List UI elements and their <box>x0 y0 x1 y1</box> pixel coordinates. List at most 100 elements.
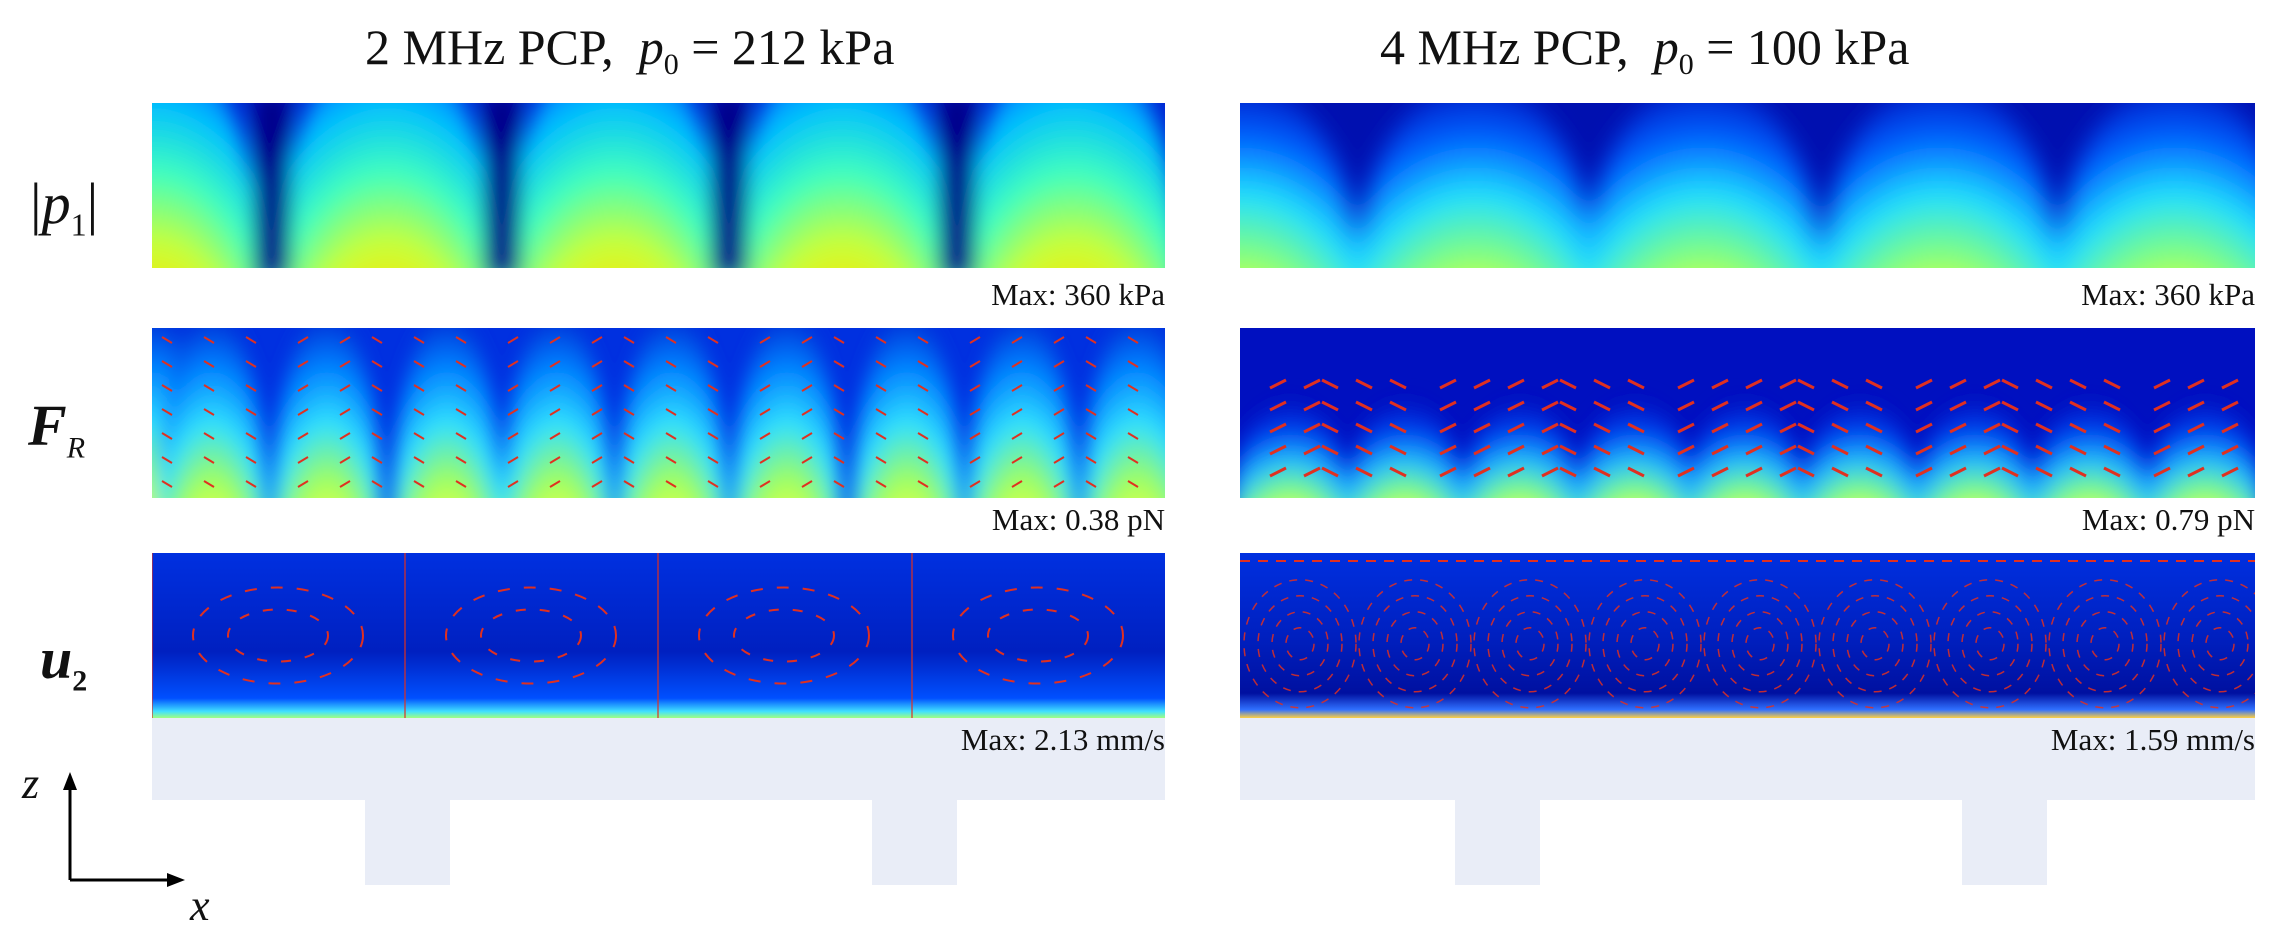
force-arrow <box>2035 378 2053 390</box>
force-arrow <box>549 360 561 368</box>
force-arrow <box>1677 400 1695 412</box>
p-r1-plot <box>1240 103 2255 268</box>
force-arrow <box>917 384 929 392</box>
p-l2-plot <box>152 328 1165 498</box>
force-arrow <box>1779 422 1797 434</box>
force-arrow <box>875 360 887 368</box>
force-arrow <box>549 480 561 488</box>
force-arrow <box>455 336 467 344</box>
force-arrow <box>2187 422 2205 434</box>
force-arrow <box>591 408 603 416</box>
force-arrow <box>1593 422 1611 434</box>
force-arrow <box>1011 480 1023 488</box>
force-arrow <box>297 336 309 344</box>
force-arrow <box>969 432 981 440</box>
force-arrow <box>917 360 929 368</box>
force-arrow <box>2035 422 2053 434</box>
force-arrow <box>591 480 603 488</box>
force-arrow <box>801 360 813 368</box>
force-arrow <box>1541 444 1559 456</box>
force-arrow <box>875 336 887 344</box>
force-arrow <box>1949 400 1967 412</box>
force-arrow <box>1473 378 1491 390</box>
force-arrow <box>801 480 813 488</box>
force-arrow <box>1711 378 1729 390</box>
pressure-antinode <box>962 103 1165 268</box>
force-arrow <box>549 432 561 440</box>
force-arrow <box>507 336 519 344</box>
force-arrow <box>1127 480 1139 488</box>
force-arrow <box>1711 466 1729 478</box>
force-arrow <box>1507 466 1525 478</box>
force-arrow <box>969 384 981 392</box>
force-arrow <box>1915 400 1933 412</box>
force-arrow <box>759 456 771 464</box>
force-arrow <box>1085 360 1097 368</box>
force-arrow <box>1797 466 1815 478</box>
force-arrow <box>1355 422 1373 434</box>
force-arrow <box>2187 466 2205 478</box>
force-arrow <box>161 456 173 464</box>
force-arrow <box>1949 422 1967 434</box>
force-arrow <box>1127 432 1139 440</box>
force-arrow <box>1779 400 1797 412</box>
force-arrow <box>371 384 383 392</box>
force-arrow <box>833 480 845 488</box>
force-arrow <box>1915 444 1933 456</box>
force-arrow <box>1507 378 1525 390</box>
force-arrow <box>1355 466 1373 478</box>
force-arrow <box>1127 360 1139 368</box>
force-arrow <box>969 360 981 368</box>
force-arrow <box>1269 378 1287 390</box>
force-arrow <box>549 408 561 416</box>
force-arrow <box>1983 400 2001 412</box>
force-arrow <box>2153 444 2171 456</box>
force-arrow <box>1983 378 2001 390</box>
force-arrow <box>1303 422 1321 434</box>
force-arrow <box>1127 336 1139 344</box>
z-axis-arrowhead <box>63 772 77 790</box>
force-arrow <box>455 432 467 440</box>
force-arrow <box>371 408 383 416</box>
force-arrow <box>2069 400 2087 412</box>
force-arrow <box>2103 378 2121 390</box>
force-arrow <box>371 456 383 464</box>
force-arrow <box>1677 466 1695 478</box>
force-arrow <box>1745 378 1763 390</box>
force-arrow <box>507 384 519 392</box>
force-arrow <box>875 408 887 416</box>
force-arrow <box>759 384 771 392</box>
force-arrow <box>2069 444 2087 456</box>
force-arrow <box>1473 422 1491 434</box>
force-arrow <box>1865 400 1883 412</box>
force-arrow <box>413 456 425 464</box>
axes-indicator <box>63 772 185 887</box>
force-arrow <box>1797 422 1815 434</box>
force-arrow <box>203 408 215 416</box>
force-arrow <box>1627 466 1645 478</box>
force-arrow <box>969 480 981 488</box>
substrate-post-left-2 <box>872 795 957 885</box>
pressure-antinode <box>732 103 952 268</box>
force-arrow <box>969 408 981 416</box>
force-arrow <box>1559 378 1577 390</box>
force-arrow <box>1085 432 1097 440</box>
force-arrow <box>917 408 929 416</box>
force-arrow <box>2187 444 2205 456</box>
force-arrow <box>203 384 215 392</box>
force-arrow <box>2103 466 2121 478</box>
force-arrow <box>707 408 719 416</box>
force-arrow <box>203 480 215 488</box>
force-arrow <box>1355 444 1373 456</box>
force-arrow <box>2001 400 2019 412</box>
force-arrow <box>969 336 981 344</box>
force-arrow <box>1711 400 1729 412</box>
force-arrow <box>2035 400 2053 412</box>
force-arrow <box>507 408 519 416</box>
force-arrow <box>875 432 887 440</box>
force-arrow <box>1303 444 1321 456</box>
force-arrow <box>297 360 309 368</box>
force-arrow <box>1627 378 1645 390</box>
substrate-post-right-1 <box>1455 795 1540 885</box>
force-arrow <box>1321 378 1339 390</box>
